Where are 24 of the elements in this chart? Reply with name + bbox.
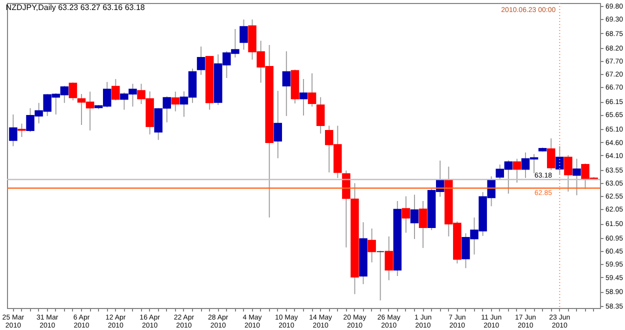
candlestick bbox=[171, 91, 180, 112]
candlestick bbox=[299, 78, 308, 116]
candlestick bbox=[68, 82, 78, 101]
candlestick bbox=[572, 158, 581, 196]
candlestick bbox=[564, 154, 572, 192]
candlestick bbox=[9, 114, 18, 147]
candlestick bbox=[112, 78, 120, 101]
candlestick bbox=[274, 90, 282, 159]
candlestick bbox=[410, 194, 419, 240]
candlestick bbox=[308, 72, 316, 108]
candlestick bbox=[18, 123, 26, 138]
candlestick bbox=[316, 96, 325, 134]
candlestick bbox=[282, 50, 291, 117]
candlestick bbox=[196, 46, 206, 76]
candlestick bbox=[368, 228, 376, 263]
candlestick bbox=[512, 158, 522, 184]
candlestick bbox=[384, 236, 394, 281]
chart-title: NZDJPY,Daily 63.23 63.27 63.16 63.18 bbox=[6, 2, 146, 12]
candlestick bbox=[402, 196, 410, 234]
candlestick bbox=[376, 250, 384, 301]
candlestick bbox=[546, 138, 556, 171]
candlestick bbox=[418, 200, 428, 248]
candlestick bbox=[556, 146, 564, 176]
candlestick bbox=[240, 19, 248, 50]
